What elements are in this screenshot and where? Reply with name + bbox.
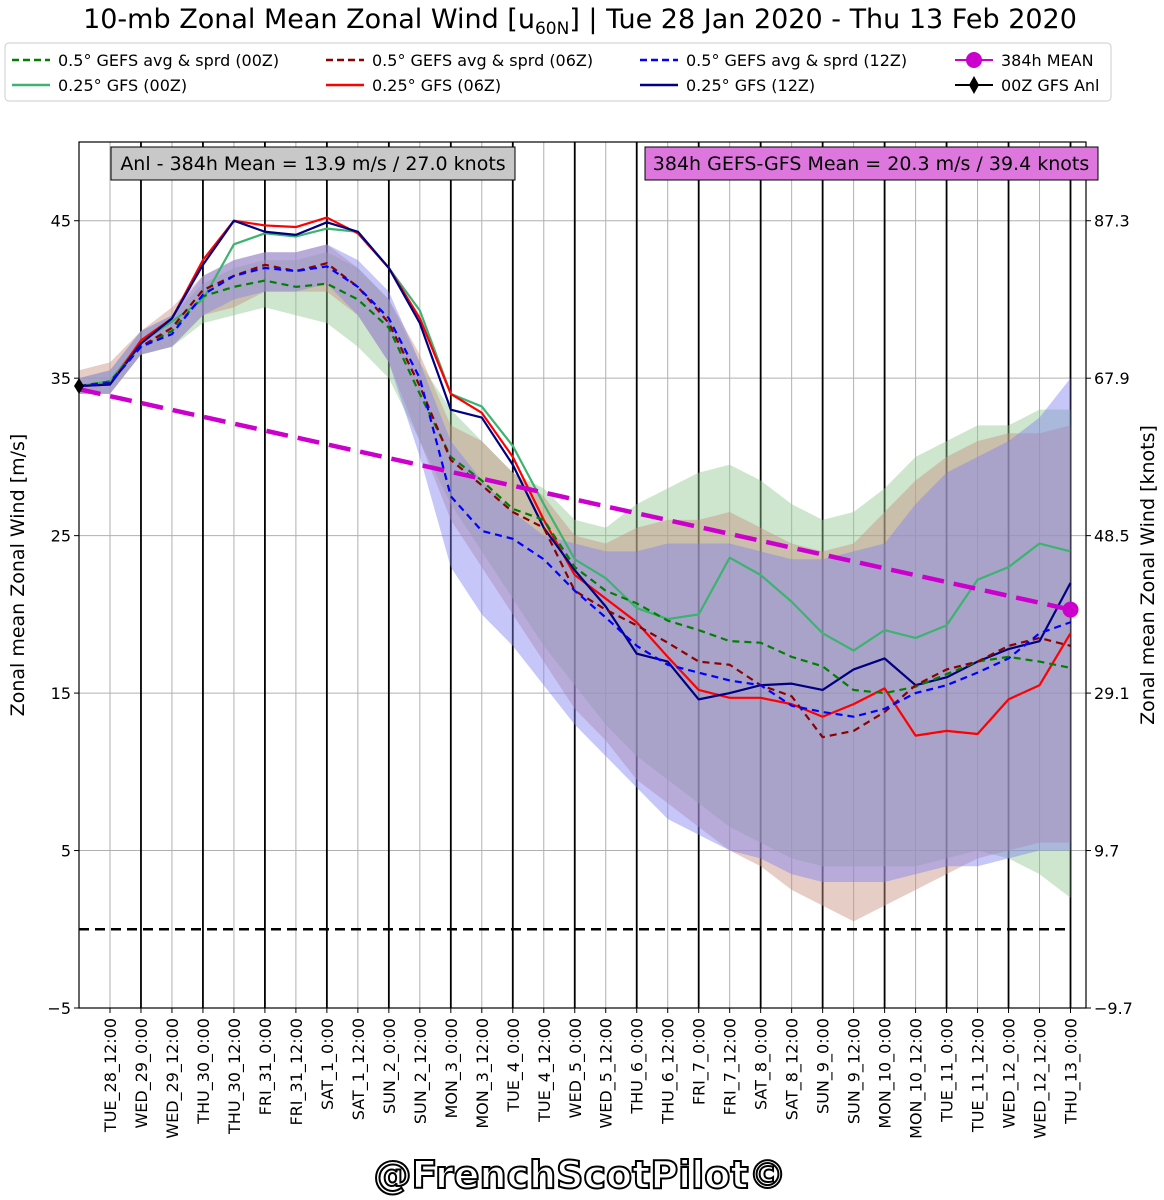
mean-line bbox=[78, 387, 1071, 612]
legend-label: 0.5° GEFS avg & sprd (00Z) bbox=[58, 51, 279, 70]
mean-marker bbox=[1062, 601, 1079, 618]
x-tick-label: WED_5_12:00 bbox=[597, 1018, 617, 1129]
x-tick-label: MON_10_12:00 bbox=[907, 1018, 927, 1139]
y-tick-label-right: −9.7 bbox=[1094, 999, 1133, 1018]
series-lines bbox=[78, 216, 1072, 931]
plot-frame bbox=[78, 141, 1087, 1009]
legend-label: 0.25° GFS (12Z) bbox=[686, 76, 815, 95]
legend-item: 0.25° GFS (12Z) bbox=[640, 76, 815, 95]
y-axis-label-left: Zonal mean Zonal Wind [m/s] bbox=[7, 434, 29, 717]
x-tick-label: FRI_31_0:00 bbox=[256, 1018, 276, 1115]
y-tick-label-right: 87.3 bbox=[1094, 212, 1130, 231]
x-tick-label: FRI_7_12:00 bbox=[721, 1018, 741, 1115]
legend-label: 0.25° GFS (00Z) bbox=[58, 76, 187, 95]
x-tick-label: TUE_11_0:00 bbox=[938, 1018, 958, 1123]
legend-label: 0.5° GEFS avg & sprd (12Z) bbox=[686, 51, 907, 70]
axes: −5 −9.7 5 9.7 15 29.1 25 48.5 35 67.9 45 87.3 TUE_28… bbox=[47, 212, 1132, 1139]
y-tick-label: 35 bbox=[51, 369, 71, 388]
legend-label: 0.25° GFS (06Z) bbox=[372, 76, 501, 95]
legend-item: 0.5° GEFS avg & sprd (12Z) bbox=[640, 51, 907, 70]
y-axis-label-right: Zonal mean Zonal Wind [knots] bbox=[1137, 425, 1159, 725]
x-tick-label: SUN_9_12:00 bbox=[845, 1018, 865, 1124]
legend-item: 0.25° GFS (06Z) bbox=[326, 76, 501, 95]
series-line-gfs06 bbox=[78, 216, 1072, 737]
legend-item: 384h MEAN bbox=[955, 51, 1094, 70]
x-tick-label: MON_3_0:00 bbox=[442, 1018, 462, 1118]
svg-text:Anl - 384h Mean = 13.9 m/s / 2: Anl - 384h Mean = 13.9 m/s / 27.0 knots bbox=[120, 153, 505, 175]
x-tick-label: FRI_7_0:00 bbox=[690, 1018, 710, 1105]
y-tick-label: 25 bbox=[51, 527, 71, 546]
marks bbox=[74, 378, 1079, 618]
x-tick-label: THU_6_0:00 bbox=[628, 1018, 648, 1115]
watermark: @FrenchScotPilot© bbox=[373, 1153, 786, 1197]
legend-label: 00Z GFS Anl bbox=[1001, 76, 1100, 95]
x-tick-label: TUE_4_12:00 bbox=[535, 1018, 555, 1123]
legend-label: 0.5° GEFS avg & sprd (06Z) bbox=[372, 51, 593, 70]
x-tick-label: SUN_2_12:00 bbox=[411, 1018, 431, 1124]
series-line-gefs12 bbox=[78, 265, 1071, 718]
legend-item: 0.25° GFS (00Z) bbox=[12, 76, 187, 95]
anl-mean-annotation: Anl - 384h Mean = 13.9 m/s / 27.0 knots bbox=[110, 146, 516, 181]
svg-text:384h GEFS-GFS Mean = 20.3 m/s: 384h GEFS-GFS Mean = 20.3 m/s / 39.4 kno… bbox=[653, 153, 1089, 175]
x-tick-label: TUE_11_12:00 bbox=[969, 1018, 989, 1133]
y-tick-label: 15 bbox=[51, 684, 71, 703]
x-tick-label: MON_3_12:00 bbox=[473, 1018, 493, 1129]
series-line-gfs00 bbox=[78, 227, 1071, 652]
x-tick-label: WED_12_0:00 bbox=[1000, 1018, 1020, 1129]
spread-band-band06 bbox=[79, 244, 1071, 922]
x-tick-label: THU_6_12:00 bbox=[659, 1018, 679, 1125]
x-tick-label: WED_29_0:00 bbox=[132, 1018, 152, 1129]
x-tick-label: SAT_1_0:00 bbox=[318, 1018, 338, 1110]
y-tick-label: 5 bbox=[61, 842, 71, 861]
x-tick-label: THU_30_12:00 bbox=[225, 1018, 245, 1135]
x-tick-label: TUE_4_0:00 bbox=[504, 1018, 524, 1113]
x-tick-label: WED_5_0:00 bbox=[566, 1018, 586, 1118]
x-tick-label: SAT_1_12:00 bbox=[349, 1018, 369, 1120]
series-line-gefs00 bbox=[78, 279, 1071, 695]
spread-band-band12 bbox=[79, 244, 1071, 883]
y-tick-label-right: 29.1 bbox=[1094, 684, 1130, 703]
legend-diamond-icon bbox=[969, 76, 979, 94]
y-tick-label-right: 67.9 bbox=[1094, 369, 1130, 388]
x-tick-label: WED_12_12:00 bbox=[1031, 1018, 1051, 1139]
x-tick-label: THU_30_0:00 bbox=[194, 1018, 214, 1125]
y-tick-label: 45 bbox=[51, 212, 71, 231]
chart-title: 10-mb Zonal Mean Zonal Wind [u60N] | Tue… bbox=[83, 4, 1077, 39]
legend-label: 384h MEAN bbox=[1001, 51, 1094, 70]
x-tick-label: MON_10_0:00 bbox=[876, 1018, 896, 1129]
x-tick-label: SUN_9_0:00 bbox=[814, 1018, 834, 1114]
x-tick-label: FRI_31_12:00 bbox=[287, 1018, 307, 1126]
x-tick-label: THU_13_0:00 bbox=[1062, 1018, 1082, 1125]
y-tick-label-right: 48.5 bbox=[1094, 527, 1130, 546]
x-tick-label: TUE_28_12:00 bbox=[101, 1018, 121, 1133]
legend-item: 0.5° GEFS avg & sprd (00Z) bbox=[12, 51, 279, 70]
legend-item: 0.5° GEFS avg & sprd (06Z) bbox=[326, 51, 593, 70]
legend-circle-icon bbox=[966, 52, 982, 68]
y-tick-label-right: 9.7 bbox=[1094, 842, 1119, 861]
series-line-gfs12 bbox=[78, 219, 1072, 701]
x-tick-label: SUN_2_0:00 bbox=[380, 1018, 400, 1114]
y-tick-label: −5 bbox=[47, 999, 71, 1018]
gefs-gfs-mean-annotation: 384h GEFS-GFS Mean = 20.3 m/s / 39.4 kno… bbox=[644, 146, 1099, 181]
x-tick-label: WED_29_12:00 bbox=[163, 1018, 183, 1139]
x-tick-label: SAT_8_12:00 bbox=[783, 1018, 803, 1120]
x-tick-label: SAT_8_0:00 bbox=[752, 1018, 772, 1110]
legend: 0.5° GEFS avg & sprd (00Z) 0.25° GFS (00Z… bbox=[4, 42, 1112, 102]
legend-item: 00Z GFS Anl bbox=[955, 76, 1100, 95]
